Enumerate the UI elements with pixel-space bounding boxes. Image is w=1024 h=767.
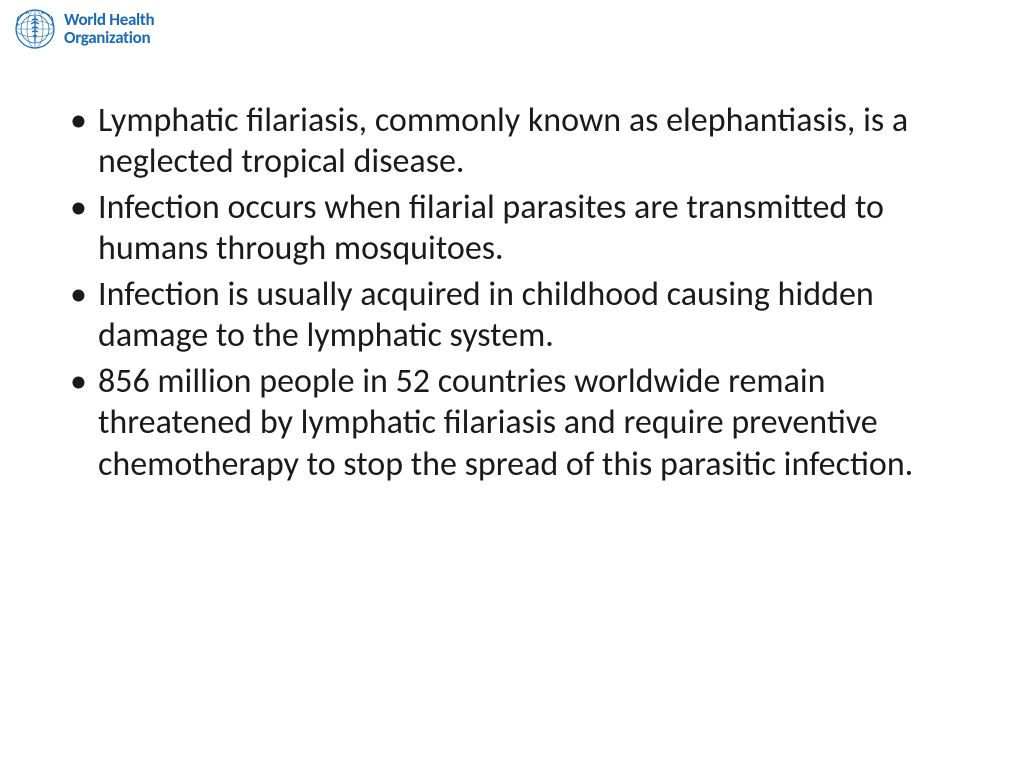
logo-line-2: Organization: [64, 29, 154, 47]
bullet-item: Infection occurs when filarial parasites…: [68, 187, 984, 270]
slide-content: Lymphatic filariasis, commonly known as …: [68, 100, 984, 489]
bullet-item: 856 million people in 52 countries world…: [68, 361, 984, 485]
bullet-item: Infection is usually acquired in childho…: [68, 274, 984, 357]
who-logo-text: World Health Organization: [64, 11, 154, 47]
bullet-list: Lymphatic filariasis, commonly known as …: [68, 100, 984, 485]
who-logo: World Health Organization: [14, 8, 154, 50]
who-emblem-icon: [14, 8, 56, 50]
bullet-item: Lymphatic filariasis, commonly known as …: [68, 100, 984, 183]
